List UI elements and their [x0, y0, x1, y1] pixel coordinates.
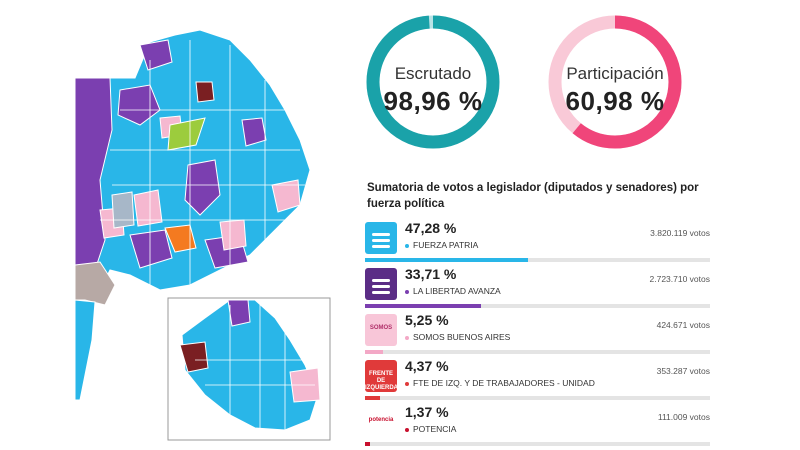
inset-purple [227, 299, 251, 327]
party-name: POTENCIA [405, 424, 456, 434]
inset-maroon [179, 341, 209, 373]
escrutado-value: 98,96 % [383, 86, 483, 116]
results-title: Sumatoria de votos a legislador (diputad… [367, 182, 699, 210]
district-purple-5 [139, 39, 173, 71]
party-name: FUERZA PATRIA [405, 240, 478, 250]
party-color-dot [405, 381, 409, 386]
party-bar-fill [365, 304, 482, 308]
party-bar-fill [365, 350, 384, 354]
party-logo-text: potencia [368, 417, 394, 423]
party-votes: 3.820.119 votos [650, 228, 710, 238]
party-row[interactable]: FRENTE DE IZQUIERDA 4,37 % FTE DE IZQ. Y D… [365, 356, 710, 400]
party-color-dot [405, 243, 409, 248]
party-row[interactable]: 47,28 % FUERZA PATRIA 3.820.119 votos [365, 218, 710, 262]
party-percent: 4,37 % [405, 358, 449, 374]
district-purple-3 [129, 229, 173, 269]
participacion-gauge-fill [548, 15, 682, 149]
district-green [167, 117, 206, 151]
fit-logo: FRENTE DE IZQUIERDA [365, 360, 398, 392]
participacion-label: Participación [566, 64, 664, 83]
party-bar-track [365, 350, 710, 354]
district-gray [111, 191, 135, 229]
party-votes: 111.009 votos [657, 412, 710, 422]
party-votes: 424.671 votos [656, 320, 710, 330]
district-purple-6 [241, 117, 267, 147]
party-name: SOMOS BUENOS AIRES [405, 332, 510, 342]
results-map[interactable] [0, 0, 345, 445]
district-maroon [195, 81, 215, 103]
party-color-dot [405, 335, 409, 340]
party-logo-text: SOMOS [369, 325, 393, 331]
district-pink-3 [271, 179, 301, 213]
lla-lion-logo [365, 268, 397, 300]
party-bar-fill [365, 442, 370, 446]
party-bar-track [365, 258, 710, 262]
inset-borders [195, 300, 315, 430]
somos-logo: SOMOS [365, 314, 397, 346]
participacion-gauge: Participación 60,98 % [545, 12, 685, 152]
party-bar-fill [365, 258, 529, 262]
party-percent: 1,37 % [405, 404, 449, 420]
party-row[interactable]: 33,71 % LA LIBERTAD AVANZA 2.723.710 votos [365, 264, 710, 308]
potencia-logo: potencia [365, 406, 397, 438]
district-pink-2 [219, 219, 247, 251]
participacion-value: 60,98 % [565, 86, 665, 116]
party-votes: 353.287 votos [656, 366, 710, 376]
party-color-dot [405, 289, 409, 294]
party-votes: 2.723.710 votos [649, 274, 711, 284]
party-percent: 5,25 % [405, 312, 449, 328]
fuerza-patria-logo [365, 222, 397, 254]
party-name: FTE DE IZQ. Y DE TRABAJADORES - UNIDAD [405, 378, 595, 388]
district-orange [164, 224, 197, 253]
party-bar-track [365, 396, 710, 400]
party-logo-text: FRENTE DE IZQUIERDA [365, 371, 398, 391]
results-panel: Escrutado 98,96 % Participación 60,98 % … [355, 0, 800, 446]
district-pink-1 [133, 189, 163, 227]
escrutado-label: Escrutado [394, 64, 472, 83]
party-color-dot [405, 427, 409, 432]
party-bar-track [365, 442, 710, 446]
party-row[interactable]: potencia 1,37 % POTENCIA 111.009 votos [365, 402, 710, 446]
region-south [74, 299, 96, 401]
party-bar-fill [365, 396, 381, 400]
province-map[interactable] [0, 0, 345, 445]
district-purple-2 [184, 159, 221, 216]
party-bar-track [365, 304, 710, 308]
escrutado-gauge-fill [366, 15, 500, 149]
party-percent: 33,71 % [405, 266, 457, 282]
district-borders [100, 40, 305, 290]
escrutado-gauge: Escrutado 98,96 % [363, 12, 503, 152]
party-row[interactable]: SOMOS 5,25 % SOMOS BUENOS AIRES 424.671 vot… [365, 310, 710, 354]
party-percent: 47,28 % [405, 220, 457, 236]
party-name: LA LIBERTAD AVANZA [405, 286, 501, 296]
